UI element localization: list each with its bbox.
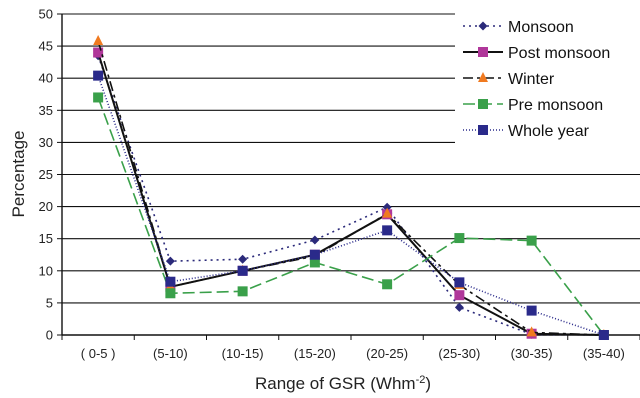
y-tick-label: 0 bbox=[46, 328, 53, 343]
data-point bbox=[93, 34, 104, 45]
data-point bbox=[237, 265, 248, 276]
y-tick-label: 15 bbox=[39, 231, 53, 246]
x-tick-label: (10-15) bbox=[222, 346, 264, 361]
series-line bbox=[97, 40, 604, 336]
legend-label: Winter bbox=[508, 71, 555, 88]
data-point bbox=[93, 70, 104, 81]
y-tick-label: 10 bbox=[39, 263, 53, 278]
data-point bbox=[382, 279, 393, 290]
legend-label: Pre monsoon bbox=[508, 97, 603, 114]
legend-label: Whole year bbox=[508, 123, 590, 140]
y-tick-label: 30 bbox=[39, 135, 53, 150]
data-point bbox=[309, 257, 320, 268]
data-point bbox=[237, 286, 248, 297]
data-point bbox=[526, 305, 537, 316]
data-point bbox=[526, 235, 537, 246]
data-point bbox=[165, 276, 176, 287]
series-line bbox=[97, 97, 605, 336]
x-tick-label: (5-10) bbox=[153, 346, 188, 361]
x-tick-label: ( 0-5 ) bbox=[81, 346, 116, 361]
x-axis-title-end: ) bbox=[425, 374, 431, 393]
data-point bbox=[93, 92, 104, 103]
data-point bbox=[526, 326, 537, 337]
legend-marker bbox=[478, 125, 488, 135]
series-layer bbox=[93, 34, 609, 340]
data-point bbox=[238, 254, 248, 264]
x-axis-title: Range of GSR (Whm-2) bbox=[255, 374, 431, 393]
series-line bbox=[97, 55, 604, 336]
x-tick-label: (35-40) bbox=[583, 346, 625, 361]
y-tick-label: 35 bbox=[39, 103, 53, 118]
legend-marker bbox=[478, 99, 488, 109]
axis-layer: 0 5 10 15 20 25 30 35 40 45 50 ( 0-5 ) (5-10) (10-15)… bbox=[39, 7, 640, 361]
legend-marker bbox=[478, 72, 488, 82]
data-point bbox=[310, 235, 320, 245]
data-point bbox=[454, 277, 465, 288]
data-point bbox=[598, 330, 609, 340]
legend: Monsoon Post monsoon Winter Pre monsoon Whol… bbox=[455, 11, 640, 143]
y-tick-label: 20 bbox=[39, 199, 53, 214]
legend-label: Monsoon bbox=[508, 19, 574, 36]
data-point bbox=[454, 233, 465, 244]
y-axis-title: Percentage bbox=[9, 131, 28, 218]
y-tick-label: 5 bbox=[46, 295, 53, 310]
data-point bbox=[382, 225, 393, 236]
x-axis-title-main: Range of GSR (Whm bbox=[255, 374, 416, 393]
data-point bbox=[93, 47, 104, 58]
data-point bbox=[454, 302, 464, 312]
y-tick-label: 25 bbox=[39, 167, 53, 182]
legend-marker bbox=[478, 47, 488, 57]
x-axis-title-sup: -2 bbox=[416, 374, 426, 386]
data-point bbox=[309, 249, 320, 260]
x-tick-label: (30-35) bbox=[511, 346, 553, 361]
data-point bbox=[454, 290, 465, 301]
data-point bbox=[382, 207, 393, 218]
y-tick-label: 45 bbox=[39, 39, 53, 54]
y-tick-label: 40 bbox=[39, 71, 53, 86]
series-4 bbox=[93, 70, 609, 340]
legend-background bbox=[455, 11, 640, 143]
x-tick-label: (15-20) bbox=[294, 346, 336, 361]
legend-marker bbox=[478, 21, 488, 31]
data-point bbox=[165, 288, 176, 299]
y-tick-label: 50 bbox=[39, 7, 53, 22]
x-tick-label: (20-25) bbox=[366, 346, 408, 361]
x-tick-label: (25-30) bbox=[438, 346, 480, 361]
legend-label: Post monsoon bbox=[508, 45, 610, 62]
data-point bbox=[165, 256, 175, 266]
